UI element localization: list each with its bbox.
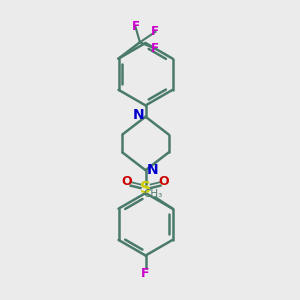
Text: N: N (133, 108, 145, 122)
Text: CH₃: CH₃ (143, 189, 163, 199)
Text: F: F (131, 20, 140, 33)
Text: O: O (122, 175, 132, 188)
Text: O: O (159, 175, 169, 188)
Text: F: F (152, 26, 159, 38)
Text: N: N (146, 163, 158, 177)
Text: F: F (141, 267, 150, 280)
Text: F: F (152, 42, 159, 55)
Text: S: S (140, 181, 151, 196)
